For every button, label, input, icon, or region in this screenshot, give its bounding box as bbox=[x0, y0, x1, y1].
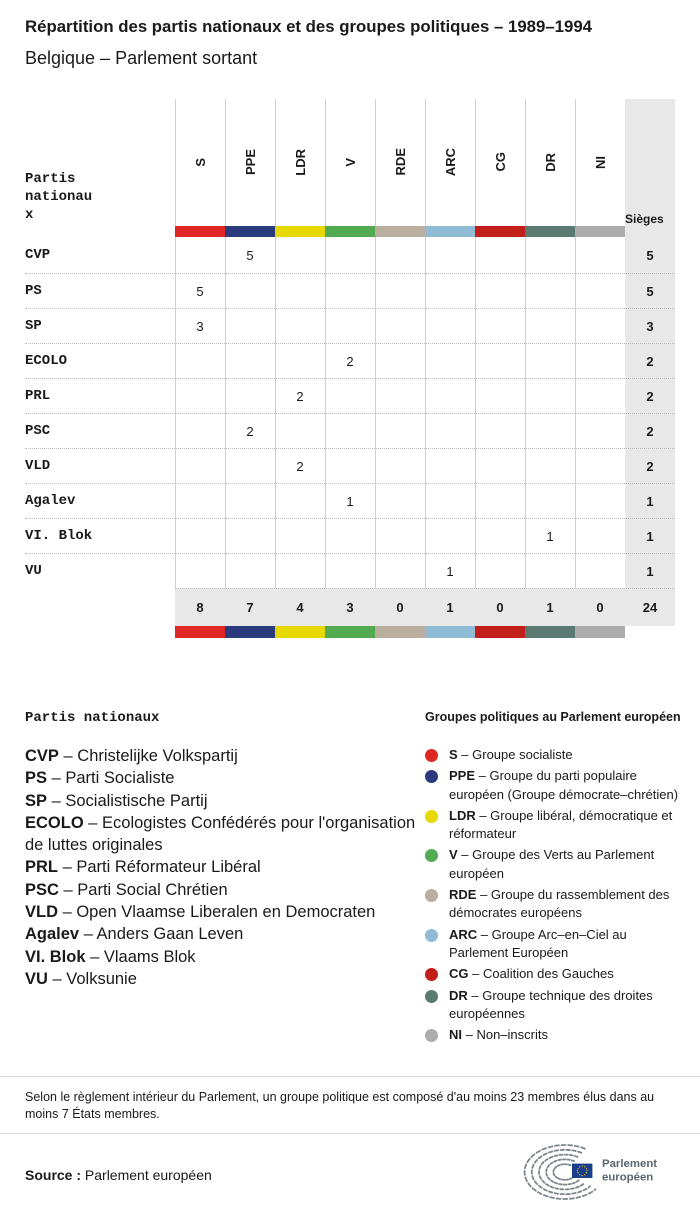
svg-text:européen: européen bbox=[602, 1171, 653, 1183]
svg-text:Parlement: Parlement bbox=[602, 1158, 657, 1170]
